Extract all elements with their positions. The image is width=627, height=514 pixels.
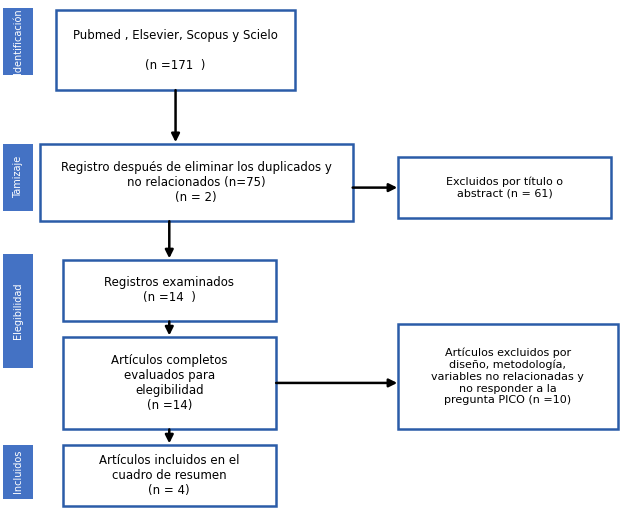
Text: Incluidos: Incluidos [13,450,23,493]
FancyBboxPatch shape [40,144,353,221]
Bar [3,445,33,499]
FancyBboxPatch shape [56,10,295,90]
Text: Registro después de eliminar los duplicados y
no relacionados (n=75)
(n = 2): Registro después de eliminar los duplica… [61,161,332,204]
Text: Tamizaje: Tamizaje [13,156,23,198]
Bar [3,254,33,368]
FancyBboxPatch shape [63,260,276,321]
Text: Artículos incluidos en el
cuadro de resumen
(n = 4): Artículos incluidos en el cuadro de resu… [99,454,240,497]
Text: Elegibilidad: Elegibilidad [13,283,23,339]
Bar [3,8,33,75]
Text: Artículos excluidos por
diseño, metodología,
variables no relacionadas y
no resp: Artículos excluidos por diseño, metodolo… [431,348,584,405]
Text: Excluidos por título o
abstract (n = 61): Excluidos por título o abstract (n = 61) [446,177,563,198]
FancyBboxPatch shape [63,337,276,429]
FancyBboxPatch shape [398,324,618,429]
Bar [3,144,33,211]
FancyBboxPatch shape [63,445,276,506]
Text: Pubmed , Elsevier, Scopus y Scielo

(n =171  ): Pubmed , Elsevier, Scopus y Scielo (n =1… [73,29,278,71]
Text: Identificación: Identificación [13,8,23,74]
FancyBboxPatch shape [398,157,611,218]
Text: Artículos completos
evaluados para
elegibilidad
(n =14): Artículos completos evaluados para elegi… [111,354,228,412]
Text: Registros examinados
(n =14  ): Registros examinados (n =14 ) [104,277,234,304]
